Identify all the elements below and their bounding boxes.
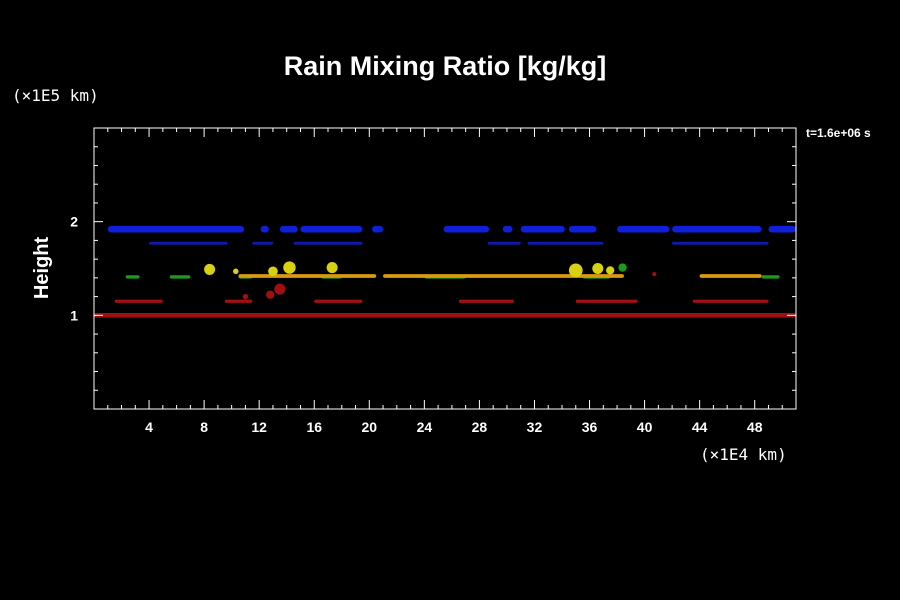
- band-2-segment-6: [761, 275, 780, 279]
- band-3-segment-0: [238, 274, 377, 278]
- band-0-segment-8: [568, 225, 597, 233]
- x-tick-label: 32: [527, 419, 543, 435]
- band-0-segment-4: [372, 225, 384, 233]
- band-2-segment-0: [125, 275, 140, 279]
- band-4-segment-5: [692, 299, 769, 303]
- band-0-segment-3: [300, 225, 363, 233]
- y-axis-unit-label: (×1E5 km): [12, 86, 99, 105]
- band-4-segment-2: [314, 299, 363, 303]
- band-1-segment-1: [252, 241, 273, 245]
- band-4-segment-0: [114, 299, 163, 303]
- y-tick-label: 1: [70, 307, 78, 323]
- band-5-segment-0: [94, 312, 796, 318]
- blob-4: [326, 262, 338, 274]
- blob-7: [606, 266, 615, 275]
- x-tick-label: 4: [145, 419, 153, 435]
- blob-8: [618, 263, 627, 272]
- x-axis-unit-label: (×1E4 km): [700, 445, 787, 464]
- x-tick-label: 44: [692, 419, 708, 435]
- x-tick-label: 28: [472, 419, 488, 435]
- band-2-segment-1: [169, 275, 191, 279]
- blob-5: [568, 263, 583, 278]
- chart-title: Rain Mixing Ratio [kg/kg]: [284, 51, 607, 81]
- blob-11: [266, 290, 275, 299]
- band-0-segment-11: [768, 225, 796, 233]
- x-tick-label: 20: [362, 419, 378, 435]
- band-0-segment-9: [617, 225, 670, 233]
- band-3-segment-1: [383, 274, 624, 278]
- band-0-segment-1: [260, 225, 269, 233]
- x-tick-label: 36: [582, 419, 598, 435]
- blob-0: [204, 263, 216, 275]
- band-4-segment-1: [224, 299, 253, 303]
- band-0-segment-10: [672, 225, 762, 233]
- plot-data-layer: [94, 225, 796, 318]
- blob-12: [242, 293, 249, 300]
- band-4-segment-3: [458, 299, 514, 303]
- band-1-segment-2: [293, 241, 363, 245]
- time-annotation: t=1.6e+06 s: [806, 126, 871, 140]
- x-tick-label: 16: [306, 419, 322, 435]
- y-tick-label: 2: [70, 214, 78, 230]
- band-0-segment-2: [279, 225, 298, 233]
- blob-6: [592, 262, 604, 275]
- y-axis-label: Height: [31, 237, 53, 300]
- blob-9: [652, 272, 657, 277]
- band-0-segment-7: [520, 225, 565, 233]
- blob-3: [283, 261, 296, 274]
- band-3-segment-2: [699, 274, 762, 278]
- band-0-segment-0: [107, 225, 245, 233]
- x-tick-label: 24: [417, 419, 433, 435]
- blob-10: [274, 283, 286, 295]
- x-tick-label: 8: [200, 419, 208, 435]
- x-tick-label: 40: [637, 419, 653, 435]
- band-4-segment-4: [575, 299, 638, 303]
- blob-2: [268, 266, 278, 277]
- band-1-segment-5: [672, 241, 769, 245]
- band-1-segment-4: [527, 241, 604, 245]
- blob-1: [233, 268, 239, 275]
- x-tick-label: 12: [251, 419, 267, 435]
- band-1-segment-0: [149, 241, 228, 245]
- band-0-segment-6: [502, 225, 513, 233]
- axis-ticks: [93, 127, 797, 410]
- plot-frame: [93, 127, 797, 410]
- band-1-segment-3: [487, 241, 521, 245]
- band-0-segment-5: [443, 225, 490, 233]
- x-tick-label: 48: [747, 419, 763, 435]
